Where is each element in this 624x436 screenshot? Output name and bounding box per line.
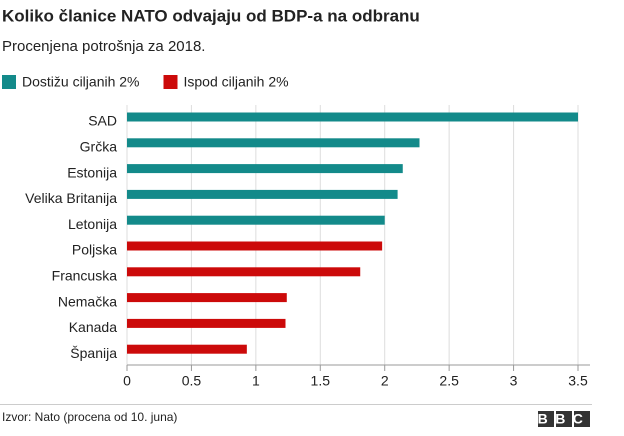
logo-block bbox=[538, 411, 554, 427]
y-tick-label: Poljska bbox=[72, 242, 117, 258]
chart-subtitle: Procenjena potrošnja za 2018. bbox=[2, 38, 205, 55]
bar bbox=[127, 293, 287, 303]
x-tick-label: 1.5 bbox=[311, 373, 331, 389]
x-tick-label: 0.5 bbox=[182, 373, 202, 389]
x-tick-label: 2.5 bbox=[439, 373, 459, 389]
bar bbox=[127, 112, 578, 122]
legend-label: Ispod ciljanih 2% bbox=[184, 74, 289, 90]
chart-title: Koliko članice NATO odvajaju od BDP-a na… bbox=[2, 6, 420, 25]
logo-block bbox=[556, 411, 572, 427]
y-tick-label: Estonija bbox=[67, 164, 117, 180]
y-tick-label: Španija bbox=[70, 345, 117, 361]
bar bbox=[127, 138, 420, 148]
x-tick-label: 0 bbox=[123, 373, 131, 389]
bar bbox=[127, 241, 383, 251]
bar bbox=[127, 267, 361, 277]
y-tick-label: Francuska bbox=[52, 268, 118, 284]
y-tick-label: SAD bbox=[88, 113, 117, 129]
logo-block bbox=[574, 411, 590, 427]
y-tick-label: Velika Britanija bbox=[25, 190, 117, 206]
bar bbox=[127, 189, 398, 199]
bar bbox=[127, 318, 286, 328]
legend-swatch bbox=[2, 75, 16, 89]
legend-label: Dostižu ciljanih 2% bbox=[22, 74, 140, 90]
y-tick-label: Kanada bbox=[69, 319, 117, 335]
bar bbox=[127, 215, 385, 225]
y-tick-label: Nemačka bbox=[58, 293, 117, 309]
source: Izvor: Nato (procena od 10. juna) bbox=[2, 410, 177, 424]
y-tick-label: Letonija bbox=[68, 216, 117, 232]
bar bbox=[127, 344, 247, 354]
x-tick-label: 2 bbox=[381, 373, 389, 389]
bar bbox=[127, 164, 403, 174]
legend-swatch bbox=[163, 75, 178, 89]
x-tick-label: 3 bbox=[510, 373, 518, 389]
logo: BBC bbox=[538, 411, 591, 427]
x-tick-label: 1 bbox=[252, 373, 260, 389]
x-tick-label: 3.5 bbox=[568, 373, 588, 389]
y-tick-label: Grčka bbox=[80, 139, 118, 155]
